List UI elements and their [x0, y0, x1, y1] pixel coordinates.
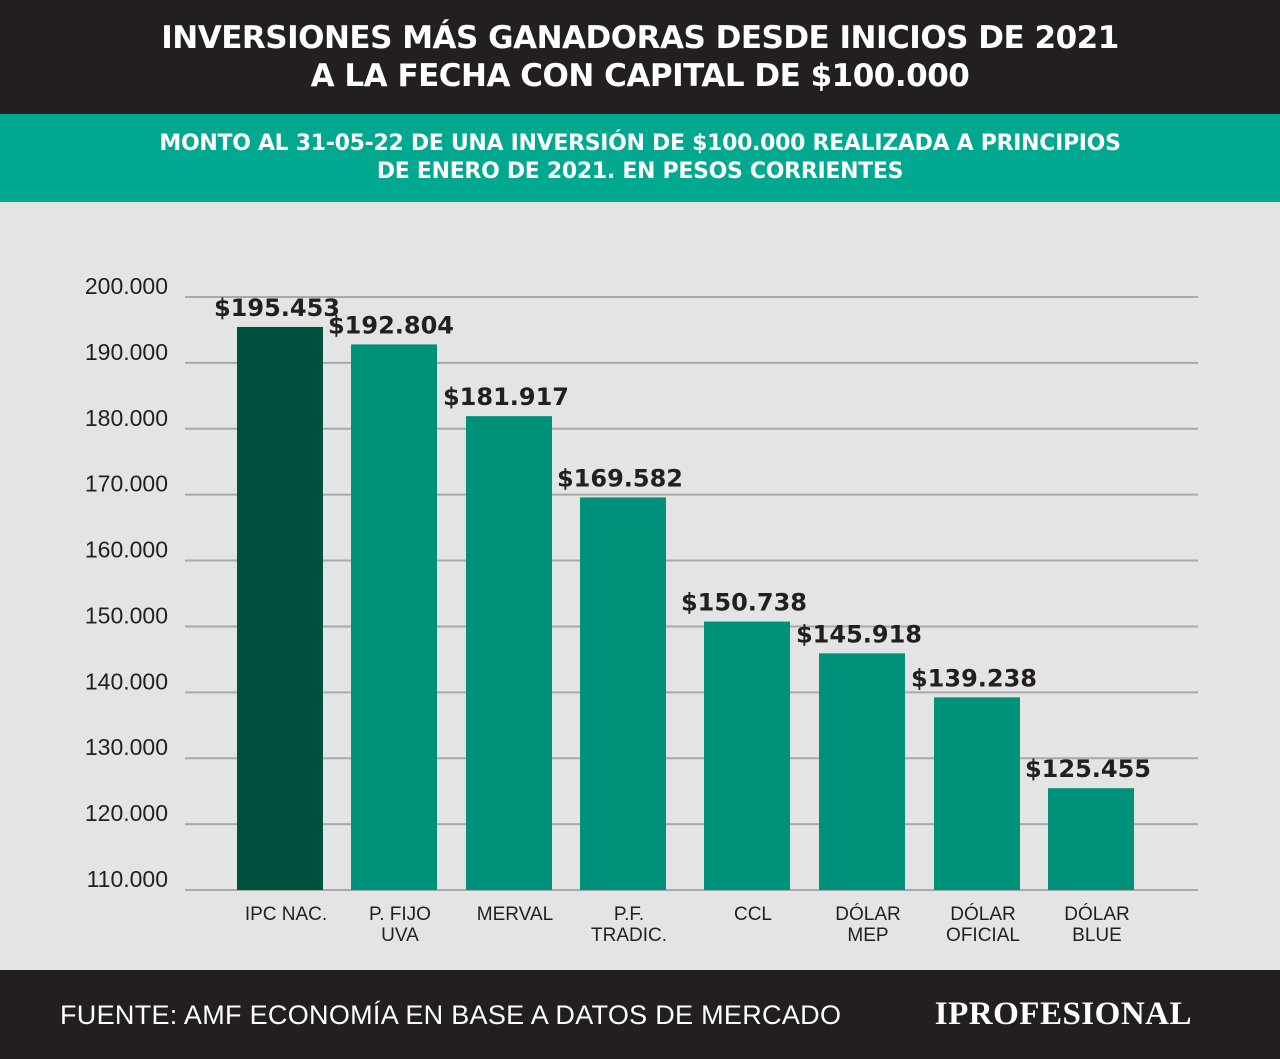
- x-category-label: TRADIC.: [591, 925, 667, 946]
- data-label: $125.455: [1025, 755, 1151, 783]
- x-category-label: P.F.: [614, 904, 644, 925]
- data-label: $139.238: [911, 664, 1037, 692]
- bar: [351, 344, 437, 890]
- chart-header: INVERSIONES MÁS GANADORAS DESDE INICIOS …: [0, 0, 1280, 114]
- x-category-label: DÓLAR: [950, 903, 1015, 925]
- data-label: $192.804: [328, 311, 454, 339]
- bar: [934, 697, 1020, 890]
- y-tick-label: 180.000: [85, 405, 168, 431]
- chart-area: 110.000 120.000 130.000 140.000 150.000 160.0…: [0, 202, 1280, 970]
- chart-title-line-1: INVERSIONES MÁS GANADORAS DESDE INICIOS …: [161, 20, 1119, 56]
- chart-subtitle-line-2: DE ENERO DE 2021. EN PESOS CORRIENTES: [376, 159, 904, 184]
- y-tick-label: 120.000: [85, 800, 168, 826]
- data-label: $150.738: [681, 589, 807, 617]
- bar: [1048, 788, 1134, 890]
- bar-chart: 110.000 120.000 130.000 140.000 150.000 160.0…: [85, 273, 1198, 946]
- data-label: $145.918: [796, 620, 922, 648]
- y-tick-label: 110.000: [87, 866, 168, 892]
- bar: [819, 653, 905, 890]
- chart-subtitle: MONTO AL 31-05-22 DE UNA INVERSIÓN DE $1…: [0, 114, 1280, 202]
- y-tick-label: 130.000: [85, 734, 168, 760]
- x-category-label: P. FIJO: [369, 904, 431, 925]
- x-category-label: UVA: [381, 925, 419, 946]
- bar: [466, 416, 552, 890]
- x-category-label: DÓLAR: [835, 903, 900, 925]
- x-category-label: IPC NAC.: [245, 904, 327, 925]
- data-label: $195.453: [214, 294, 340, 322]
- brand-logo: IPROFESIONAL: [934, 996, 1192, 1032]
- chart-subtitle-line-1: MONTO AL 31-05-22 DE UNA INVERSIÓN DE $1…: [159, 131, 1121, 156]
- chart-title-line-2: A LA FECHA CON CAPITAL DE $100.000: [310, 58, 970, 94]
- x-category-label: MEP: [847, 925, 888, 946]
- bar: [580, 497, 666, 890]
- chart-footer: FUENTE: AMF ECONOMÍA EN BASE A DATOS DE …: [0, 970, 1280, 1059]
- y-tick-label: 140.000: [85, 668, 168, 694]
- data-label: $169.582: [557, 464, 683, 492]
- x-category-label: BLUE: [1072, 925, 1122, 946]
- x-category-label: MERVAL: [477, 904, 553, 925]
- y-tick-label: 160.000: [85, 537, 168, 563]
- bar: [237, 326, 323, 890]
- source-note: FUENTE: AMF ECONOMÍA EN BASE A DATOS DE …: [60, 1000, 842, 1030]
- y-tick-label: 200.000: [85, 273, 168, 299]
- x-category-label: DÓLAR: [1064, 903, 1129, 925]
- y-tick-label: 190.000: [85, 339, 168, 365]
- x-category-label: OFICIAL: [946, 925, 1020, 946]
- data-label: $181.917: [443, 383, 569, 411]
- bar: [704, 621, 790, 890]
- y-tick-label: 150.000: [85, 602, 168, 628]
- y-tick-label: 170.000: [85, 471, 168, 497]
- x-category-label: CCL: [734, 904, 772, 925]
